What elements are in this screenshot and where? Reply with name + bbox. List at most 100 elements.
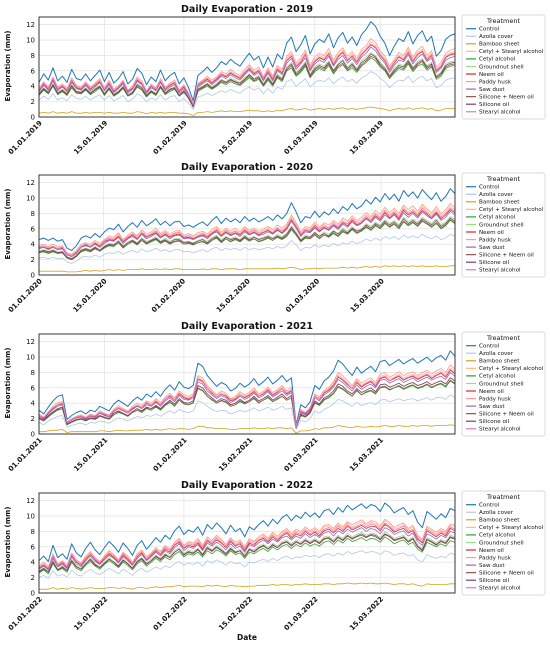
y-axis-label: Evaporation (mm) <box>4 188 12 259</box>
series-line <box>38 372 456 428</box>
series-line <box>38 203 456 255</box>
legend-item: Saw dust <box>479 563 505 569</box>
legend-item: Cetyl alcohol <box>479 57 516 63</box>
legend-item: Groundnut shell <box>479 381 524 387</box>
y-tick-labels: 0 2 4 6 8 10 12 <box>26 179 35 279</box>
x-tick-label: 01.03.2020 <box>284 277 321 314</box>
x-tick-label: 15.01.2021 <box>72 436 109 473</box>
x-tick-label: 01.02.2019 <box>152 119 189 156</box>
series-line <box>38 379 456 429</box>
series-line <box>38 71 456 110</box>
legend-item: Control <box>479 503 500 509</box>
series-line <box>38 43 456 106</box>
series-line <box>39 265 455 273</box>
y-tick-label: 8 <box>31 210 35 218</box>
legend-item: Azolla cover <box>479 351 514 357</box>
series-line <box>38 21 456 102</box>
y-tick-label: 4 <box>31 400 36 408</box>
y-tick-label: 10 <box>26 354 35 362</box>
legend-item: Saw dust <box>479 245 505 251</box>
plot-frame <box>38 174 456 276</box>
x-tick-label: 01.02.2022 <box>152 595 189 632</box>
x-tick-label: 01.01.2020 <box>7 277 44 314</box>
x-tick-label: 15.03.2021 <box>348 436 385 473</box>
y-axis-label: Evaporation (mm) <box>4 347 12 418</box>
legend-item: Silicone oil <box>479 102 509 108</box>
series-line <box>38 368 456 428</box>
legend-box <box>461 172 546 278</box>
series-line <box>38 207 456 257</box>
legend-item: Bamboo sheet <box>479 359 520 365</box>
y-tick-label: 2 <box>31 98 35 106</box>
x-tick-label: 01.03.2019 <box>283 119 320 156</box>
series-line <box>38 55 456 108</box>
legend-item: Cetyl + Stearyl alcohol <box>479 207 544 213</box>
legend-item: Silicone oil <box>479 419 509 425</box>
x-tick-labels: 01.01.2020 15.01.2020 01.02.2020 15.02.2020… <box>7 277 386 314</box>
panel-2020: Daily Evaporation - 2020 Evaporation (mm… <box>4 162 546 314</box>
plot-frame <box>38 492 456 594</box>
legend-item: Stearyl alcohol <box>479 268 521 274</box>
x-tick-label: 15.01.2020 <box>72 277 109 314</box>
legend-item: Stearyl alcohol <box>479 427 521 433</box>
series-line <box>38 518 456 568</box>
legend-item: Groundnut shell <box>479 540 524 546</box>
y-tick-label: 4 <box>31 83 36 91</box>
series-line <box>38 217 456 260</box>
legend-item: Silicone + Neem oil <box>479 411 534 417</box>
legend-item: Paddy husk <box>479 396 512 402</box>
series-line <box>38 219 456 261</box>
series-line <box>38 377 456 429</box>
x-tick-labels: 01.01.2019 15.01.2019 01.02.2019 15.02.2019… <box>7 119 385 156</box>
legend-item: Control <box>479 185 500 191</box>
panel-2019: Daily Evaporation - 2019 Evaporation (mm… <box>4 4 546 156</box>
y-tick-label: 10 <box>26 513 35 521</box>
x-tick-label: 15.01.2022 <box>72 595 109 632</box>
y-tick-label: 0 <box>31 114 35 122</box>
x-tick-label: 01.01.2019 <box>7 119 44 156</box>
legend-item: Bamboo sheet <box>479 518 520 524</box>
series-lines <box>38 21 456 116</box>
series-lines <box>38 502 456 590</box>
y-tick-labels: 0 2 4 6 8 10 12 <box>26 497 35 597</box>
plot-frame <box>38 16 456 118</box>
y-tick-label: 2 <box>31 574 35 582</box>
legend-item: Silicone + Neem oil <box>479 94 534 100</box>
x-tick-label: 15.02.2019 <box>217 119 254 156</box>
series-line <box>39 424 456 434</box>
series-line <box>38 502 456 562</box>
series-lines <box>38 188 456 273</box>
panel-2021: Daily Evaporation - 2021 Evaporation (mm… <box>4 321 546 473</box>
legend-item: Azolla cover <box>479 192 514 198</box>
legend-item: Groundnut shell <box>479 64 524 70</box>
y-tick-label: 0 <box>31 272 35 280</box>
legend-item: Saw dust <box>479 404 505 410</box>
x-tick-label: 01.02.2020 <box>150 277 187 314</box>
legend-item: Neem oil <box>479 389 504 395</box>
y-tick-label: 8 <box>31 52 35 60</box>
x-tick-label: 01.03.2022 <box>283 595 320 632</box>
x-tick-label: 01.02.2021 <box>152 436 189 473</box>
legend-box <box>461 490 546 596</box>
y-tick-label: 10 <box>26 37 35 45</box>
y-tick-labels: 0 2 4 6 8 10 12 <box>26 21 35 121</box>
series-line <box>38 209 456 257</box>
legend-item: Paddy husk <box>479 237 512 243</box>
y-tick-labels: 0 2 4 6 8 10 12 <box>26 338 35 438</box>
y-tick-label: 12 <box>26 497 35 505</box>
legend-item: Control <box>479 27 500 33</box>
legend-item: Silicone + Neem oil <box>479 570 534 576</box>
legend-item: Silicone oil <box>479 578 509 584</box>
x-tick-label: 15.03.2022 <box>348 595 385 632</box>
legend-item: Cetyl + Stearyl alcohol <box>479 525 544 531</box>
legend-item: Stearyl alcohol <box>479 586 521 592</box>
y-tick-label: 0 <box>31 431 35 439</box>
y-tick-label: 8 <box>31 369 35 377</box>
legend-box <box>461 14 546 120</box>
series-line <box>38 536 456 575</box>
series-line <box>38 364 456 427</box>
legend-item: Cetyl alcohol <box>479 374 516 380</box>
